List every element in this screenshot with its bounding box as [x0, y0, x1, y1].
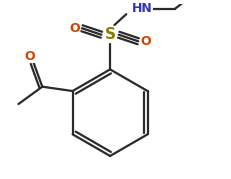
Text: O: O [69, 22, 80, 35]
Text: O: O [140, 35, 151, 48]
Text: HN: HN [132, 2, 152, 15]
Text: S: S [105, 27, 116, 42]
Text: O: O [24, 50, 35, 63]
